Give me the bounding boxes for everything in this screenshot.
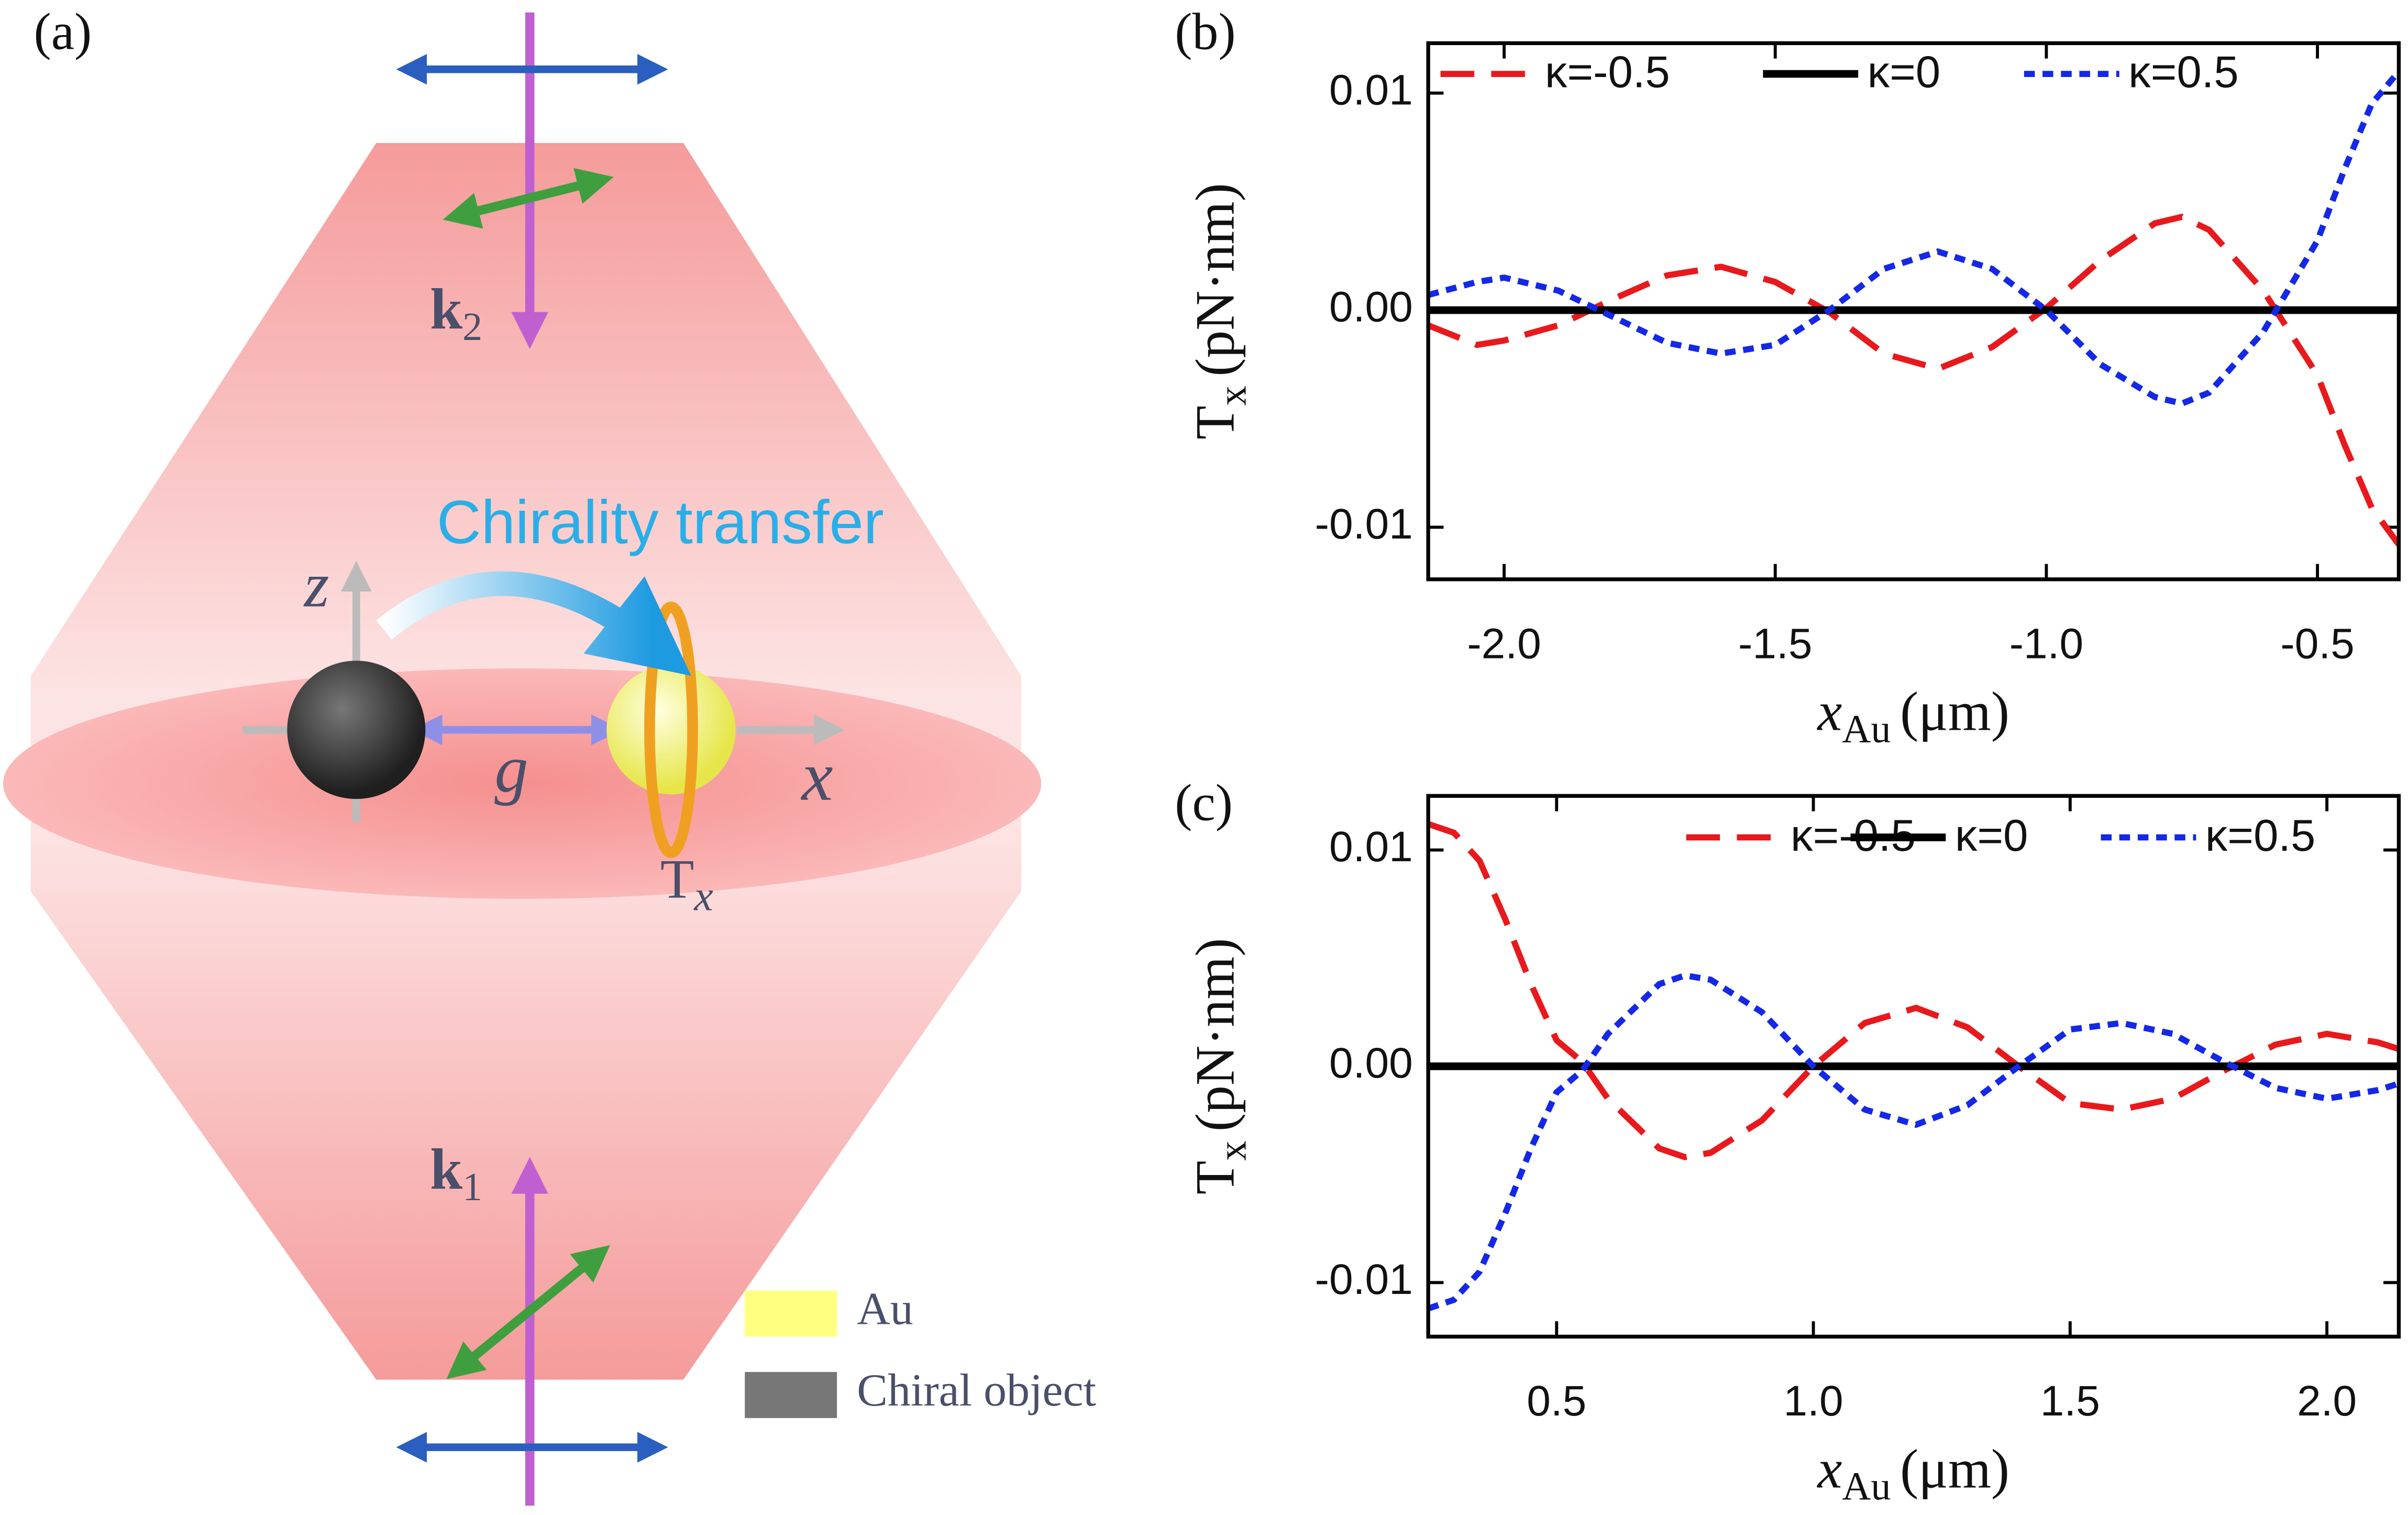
- beam-label: k2: [430, 277, 482, 348]
- y-tick-label: 0.00: [1329, 283, 1413, 331]
- subscript: Au: [1842, 707, 1891, 751]
- y-tick-label: 0.00: [1329, 1039, 1413, 1087]
- subscript: x: [693, 872, 713, 920]
- y-tick-label: 0.01: [1329, 823, 1413, 871]
- unit: (pN·nm): [1184, 183, 1245, 376]
- legend-label: κ=0.5: [2128, 47, 2238, 97]
- diagram: (a) Chirality transfer z x g Tx k2 k1 Au…: [3, 3, 1096, 1506]
- chiral-object: [287, 661, 426, 799]
- x-tick-label: 1.5: [2040, 1377, 2100, 1425]
- x-tick-label: -1.5: [1738, 620, 1812, 668]
- transfer-arrow: [376, 571, 691, 676]
- chart: -2.0 -1.5 -1.0 -0.5 -0.01 0.00 0.01 κ=-0.5 κ=0 κ=…: [1175, 3, 2401, 751]
- axis-label: z: [303, 549, 329, 621]
- legend-label: κ=0.5: [2205, 811, 2315, 861]
- subscript: x: [1210, 1141, 1254, 1161]
- y-axis-label: Tx (pN·nm): [1184, 183, 1254, 440]
- panel-label: (b): [1175, 3, 1235, 61]
- subscript: 2: [462, 304, 482, 348]
- plot-frame: [1426, 794, 2401, 1339]
- panel-label: (a): [34, 3, 92, 61]
- unit: (μm): [1900, 681, 2009, 742]
- panel-label: (c): [1175, 774, 1233, 832]
- x-axis-label: xAu (μm): [1816, 1439, 2009, 1509]
- symbol: T: [1184, 405, 1245, 439]
- plot-frame: [1426, 41, 2401, 581]
- legend-label: κ=-0.5: [1545, 47, 1670, 97]
- series-line: [1428, 972, 2399, 1312]
- x-tick-label: 0.5: [1527, 1377, 1586, 1425]
- symbol: k: [430, 1137, 462, 1202]
- polarization-arrow: [446, 1245, 611, 1379]
- x-tick-label: -1.0: [2009, 620, 2083, 668]
- y-tick-label: -0.01: [1315, 1256, 1413, 1303]
- axis-label: x: [801, 738, 833, 816]
- subscript: Au: [1842, 1464, 1891, 1508]
- unit: (μm): [1900, 1439, 2009, 1500]
- chart: 0.5 1.0 1.5 2.0-0.010.000.01 κ=-0.5 κ=0 κ=0.5(…: [1175, 774, 2401, 1509]
- legend-swatch: [745, 1290, 837, 1337]
- unit: (pN·nm): [1184, 938, 1245, 1132]
- x-axis-label: xAu (μm): [1816, 681, 2009, 751]
- legend-swatch: [745, 1371, 837, 1418]
- beam-label: k1: [430, 1137, 482, 1209]
- legend-label: Chiral object: [857, 1365, 1096, 1416]
- symbol: x: [1816, 681, 1842, 742]
- x-tick-label: -0.5: [2280, 620, 2354, 668]
- au-particle: [606, 665, 736, 795]
- series-line: [1428, 821, 2399, 1160]
- torque-label: Tx: [660, 849, 713, 920]
- y-axis-label: Tx (pN·nm): [1184, 938, 1254, 1195]
- symbol: k: [430, 277, 462, 342]
- subscript: 1: [462, 1165, 482, 1209]
- gap-label: g: [494, 731, 528, 806]
- polarization-arrow: [443, 168, 614, 229]
- legend-label: κ=0: [1955, 811, 2028, 861]
- series-line: [1428, 69, 2399, 407]
- subscript: x: [1210, 386, 1254, 405]
- x-tick-label: -2.0: [1467, 620, 1541, 668]
- diagram-title: Chirality transfer: [437, 488, 884, 556]
- symbol: T: [660, 849, 694, 910]
- symbol: x: [1816, 1439, 1842, 1500]
- y-tick-label: -0.01: [1315, 500, 1413, 548]
- series-line: [1428, 213, 2399, 547]
- legend-label: Au: [857, 1284, 913, 1335]
- x-tick-label: 2.0: [2297, 1377, 2357, 1425]
- y-tick-label: 0.01: [1329, 66, 1413, 114]
- x-tick-label: 1.0: [1783, 1377, 1843, 1425]
- symbol: T: [1184, 1161, 1245, 1194]
- legend-label: κ=0: [1868, 47, 1940, 97]
